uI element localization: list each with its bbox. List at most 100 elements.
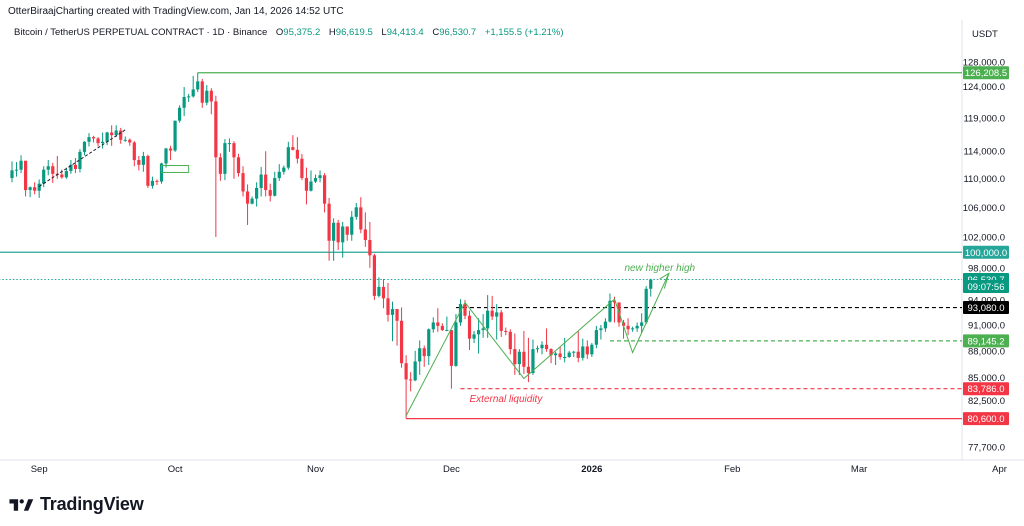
candle-body <box>218 157 222 174</box>
candle-body <box>345 226 349 235</box>
candle-body <box>128 139 132 143</box>
candle-body <box>137 160 141 165</box>
candle-body <box>300 158 304 179</box>
candle-body <box>341 226 345 243</box>
candle-body <box>612 300 617 303</box>
candle-body <box>386 298 390 315</box>
candle-body <box>463 304 467 316</box>
drawings: new higher high External liquidity <box>38 129 696 416</box>
candle-body <box>295 149 299 159</box>
candle-body <box>87 137 91 142</box>
open-value: 95,375.2 <box>283 27 321 38</box>
candle-body <box>91 137 96 139</box>
candle-body <box>168 148 173 151</box>
candle-body <box>395 309 399 321</box>
candle-body <box>486 310 490 329</box>
price-label: 83,786.0 <box>968 384 1005 395</box>
candle-body <box>46 166 50 170</box>
candle-body <box>37 183 41 191</box>
y-tick-label: 106,000.0 <box>963 203 1005 214</box>
candle-body <box>255 187 259 199</box>
candle-body <box>64 171 68 178</box>
y-tick-label: 128,000.0 <box>963 57 1005 68</box>
price-labels: 126,208.5100,000.096,530.709:07:5693,080… <box>963 66 1009 426</box>
candle-body <box>200 81 204 103</box>
candle-body <box>264 174 268 191</box>
x-tick-label: Feb <box>724 464 740 475</box>
candle-body <box>245 191 250 204</box>
candle-body <box>359 207 363 230</box>
candle-body <box>69 164 73 172</box>
candles <box>10 72 653 419</box>
x-tick-label: 2026 <box>581 464 602 475</box>
candle-body <box>241 173 245 192</box>
candle-body <box>535 348 540 350</box>
candle-body <box>173 120 177 151</box>
candle-body <box>313 178 318 182</box>
price-label-box <box>963 66 1009 80</box>
candle-body <box>259 174 263 188</box>
y-tick-label: 110,000.0 <box>963 174 1005 185</box>
symbol-title[interactable]: Bitcoin / TetherUS PERPETUAL CONTRACT · … <box>14 27 268 38</box>
candle-body <box>635 325 639 329</box>
candle-body <box>409 379 413 381</box>
candle-body <box>141 155 145 165</box>
candle-body <box>640 322 644 326</box>
x-tick-label: Dec <box>443 464 460 475</box>
symbol-info: Bitcoin / TetherUS PERPETUAL CONTRACT · … <box>14 27 564 38</box>
horizontal-lines <box>0 72 962 420</box>
candle-body <box>60 174 64 178</box>
candle-body <box>14 169 19 171</box>
candle-body <box>621 322 626 326</box>
candle-body <box>82 141 87 152</box>
candle-body <box>531 349 535 374</box>
candle-body <box>114 130 118 136</box>
price-label-box <box>963 412 1009 426</box>
candle-body <box>540 344 544 349</box>
candle-body <box>282 167 286 172</box>
candle-body <box>187 96 191 98</box>
candle-body <box>508 331 512 350</box>
price-label: 93,080.0 <box>968 303 1005 314</box>
candle-body <box>499 312 503 331</box>
y-tick-label: 91,000.0 <box>968 320 1005 331</box>
candle-body <box>454 322 458 366</box>
candle-body <box>368 240 372 256</box>
candle-body <box>304 178 309 191</box>
axes: 128,000.0 124,000.0 119,000.0 114,000.0 110,… <box>31 57 1007 475</box>
candle-body <box>268 190 272 196</box>
candle-body <box>372 255 376 296</box>
candle-body <box>119 130 123 140</box>
arrow-head <box>659 272 670 289</box>
candle-body <box>422 348 426 357</box>
candle-body <box>558 353 562 358</box>
candle-body <box>381 286 386 299</box>
candle-body <box>277 171 281 179</box>
candle-body <box>390 309 395 315</box>
annotation-text: External liquidity <box>470 394 544 405</box>
candle-body <box>227 143 232 145</box>
price-label-box <box>963 301 1009 315</box>
price-label: 80,600.0 <box>968 414 1005 425</box>
candle-body <box>250 198 254 204</box>
y-tick-label: 102,000.0 <box>963 232 1005 243</box>
candle-body <box>581 346 585 358</box>
candle-body <box>336 222 340 243</box>
candle-body <box>445 330 449 332</box>
candle-body <box>467 315 472 339</box>
tradingview-logo[interactable]: TradingView <box>8 494 144 515</box>
candle-body <box>427 329 431 357</box>
candle-body <box>554 353 558 356</box>
zigzag-path <box>405 273 670 416</box>
candle-body <box>28 187 32 191</box>
candle-body <box>309 181 313 191</box>
candle-body <box>146 155 150 186</box>
candle-body <box>196 81 200 90</box>
y-tick-label: 77,700.0 <box>968 442 1005 453</box>
candle-body <box>286 147 290 168</box>
candle-body <box>132 142 136 161</box>
currency-label[interactable]: USDT <box>972 29 998 40</box>
candle-body <box>440 325 444 331</box>
candle-body <box>594 330 598 345</box>
